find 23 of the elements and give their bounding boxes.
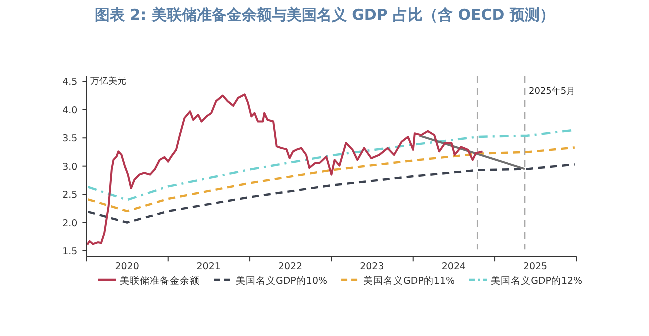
y-tick-label: 2.5 bbox=[62, 190, 78, 202]
y-tick-label: 2.0 bbox=[62, 218, 78, 230]
y-tick-label: 1.5 bbox=[62, 246, 78, 258]
y-tick-label: 4.5 bbox=[62, 77, 78, 88]
legend-label: 美国名义GDP的11% bbox=[364, 275, 456, 287]
legend-label: 美国名义GDP的12% bbox=[491, 275, 583, 287]
line-series bbox=[86, 94, 484, 246]
x-tick-label: 2021 bbox=[196, 262, 221, 273]
y-tick-label: 3.0 bbox=[62, 162, 78, 173]
ref-line-label: 2025年5月 bbox=[529, 86, 576, 98]
x-tick-label: 2024 bbox=[442, 262, 466, 273]
x-tick-label: 2025 bbox=[523, 262, 548, 273]
x-tick-label: 2020 bbox=[115, 262, 140, 273]
y-axis-title: 万亿美元 bbox=[90, 76, 127, 88]
x-tick-label: 2023 bbox=[360, 262, 384, 273]
y-tick-label: 4.0 bbox=[62, 105, 78, 116]
y-tick-label: 3.5 bbox=[62, 134, 78, 145]
line-series bbox=[87, 164, 576, 224]
line-series bbox=[87, 146, 576, 213]
chart-title: 图表 2: 美联储准备金余额与美国名义 GDP 占比（含 OECD 预测） bbox=[95, 6, 555, 24]
x-tick-label: 2022 bbox=[278, 262, 303, 273]
legend-label: 美国名义GDP的10% bbox=[236, 275, 328, 287]
legend-label: 美联储准备金余额 bbox=[120, 275, 200, 287]
